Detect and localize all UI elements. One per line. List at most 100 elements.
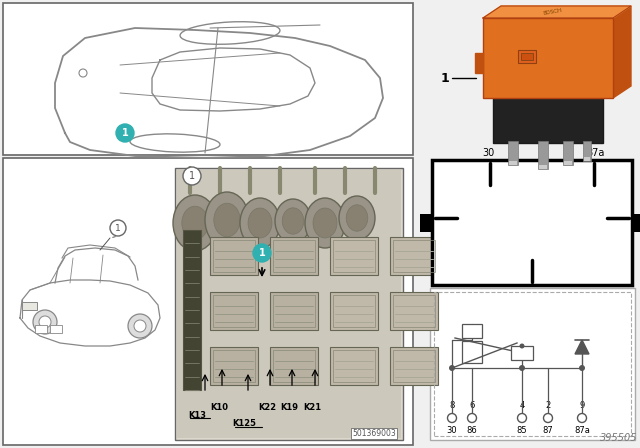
Text: BOSCH: BOSCH — [543, 8, 563, 16]
Bar — [393, 295, 435, 327]
Bar — [632, 214, 640, 232]
Text: K21: K21 — [303, 404, 321, 413]
Bar — [213, 350, 255, 382]
Bar — [518, 50, 536, 63]
Text: 6: 6 — [469, 401, 475, 410]
Text: 1: 1 — [122, 128, 129, 138]
Bar — [333, 295, 375, 327]
Bar — [509, 161, 517, 165]
Circle shape — [447, 414, 456, 422]
Text: 1: 1 — [189, 171, 195, 181]
Bar — [511, 346, 533, 360]
Text: 9: 9 — [579, 401, 584, 410]
Ellipse shape — [205, 192, 249, 248]
Bar — [175, 168, 403, 440]
Ellipse shape — [275, 199, 311, 243]
Text: 87: 87 — [521, 243, 533, 253]
Ellipse shape — [214, 203, 240, 237]
Circle shape — [33, 310, 57, 334]
Bar — [493, 93, 603, 143]
Bar — [584, 157, 590, 161]
Bar — [213, 240, 255, 272]
Circle shape — [39, 316, 51, 328]
Ellipse shape — [182, 206, 208, 240]
Polygon shape — [475, 53, 483, 73]
Bar — [35, 325, 47, 333]
Text: 87a: 87a — [574, 426, 590, 435]
Bar — [521, 53, 533, 60]
Text: 1: 1 — [440, 72, 449, 85]
Circle shape — [79, 69, 87, 77]
Polygon shape — [613, 6, 631, 98]
Text: K13: K13 — [188, 410, 206, 419]
Bar — [563, 141, 573, 165]
Text: 395505: 395505 — [600, 433, 637, 443]
Bar — [483, 18, 613, 98]
Polygon shape — [483, 6, 631, 18]
Text: 30: 30 — [447, 426, 458, 435]
Bar — [333, 240, 375, 272]
Bar — [393, 240, 435, 272]
Bar — [210, 237, 258, 275]
Bar — [270, 292, 318, 330]
Bar — [50, 325, 62, 333]
Bar — [3, 3, 413, 155]
Bar — [210, 292, 258, 330]
Text: 30: 30 — [482, 148, 494, 158]
Text: K22: K22 — [258, 404, 276, 413]
Bar — [177, 170, 401, 438]
Text: 87: 87 — [543, 426, 554, 435]
Text: K10: K10 — [210, 404, 228, 413]
Bar — [564, 161, 572, 165]
Text: 87a: 87a — [587, 148, 605, 158]
Bar — [390, 347, 438, 385]
Bar — [430, 288, 635, 440]
Circle shape — [467, 414, 477, 422]
Circle shape — [253, 244, 271, 262]
Bar — [583, 141, 591, 161]
Bar — [462, 324, 482, 338]
Ellipse shape — [173, 195, 217, 251]
Circle shape — [577, 414, 586, 422]
Ellipse shape — [240, 198, 280, 248]
Circle shape — [519, 365, 525, 371]
Bar — [330, 347, 378, 385]
Bar — [508, 141, 518, 165]
Bar — [393, 350, 435, 382]
Bar — [390, 237, 438, 275]
Text: 1: 1 — [115, 224, 121, 233]
Bar — [270, 347, 318, 385]
Bar — [3, 158, 413, 445]
Circle shape — [128, 314, 152, 338]
Bar — [183, 230, 201, 390]
Circle shape — [134, 320, 146, 332]
Text: 1: 1 — [259, 248, 266, 258]
Circle shape — [449, 365, 455, 371]
Circle shape — [579, 365, 585, 371]
Bar — [432, 160, 632, 285]
Ellipse shape — [282, 208, 304, 234]
Bar — [539, 165, 547, 169]
Text: 86: 86 — [612, 198, 624, 208]
Bar — [213, 295, 255, 327]
Text: K125: K125 — [232, 418, 256, 427]
Bar — [273, 240, 315, 272]
Bar — [330, 292, 378, 330]
Bar — [333, 350, 375, 382]
Bar — [273, 295, 315, 327]
Text: 85: 85 — [440, 198, 452, 208]
Polygon shape — [575, 340, 589, 354]
Bar — [210, 347, 258, 385]
Bar — [462, 341, 482, 363]
Circle shape — [520, 344, 525, 349]
Text: 501369003: 501369003 — [352, 429, 396, 438]
Text: K19: K19 — [280, 404, 298, 413]
Ellipse shape — [346, 205, 368, 231]
Ellipse shape — [248, 208, 272, 238]
Text: 4: 4 — [520, 401, 525, 410]
Bar — [434, 292, 631, 436]
Circle shape — [543, 414, 552, 422]
Ellipse shape — [305, 198, 345, 248]
Bar — [270, 237, 318, 275]
Bar — [420, 214, 432, 232]
